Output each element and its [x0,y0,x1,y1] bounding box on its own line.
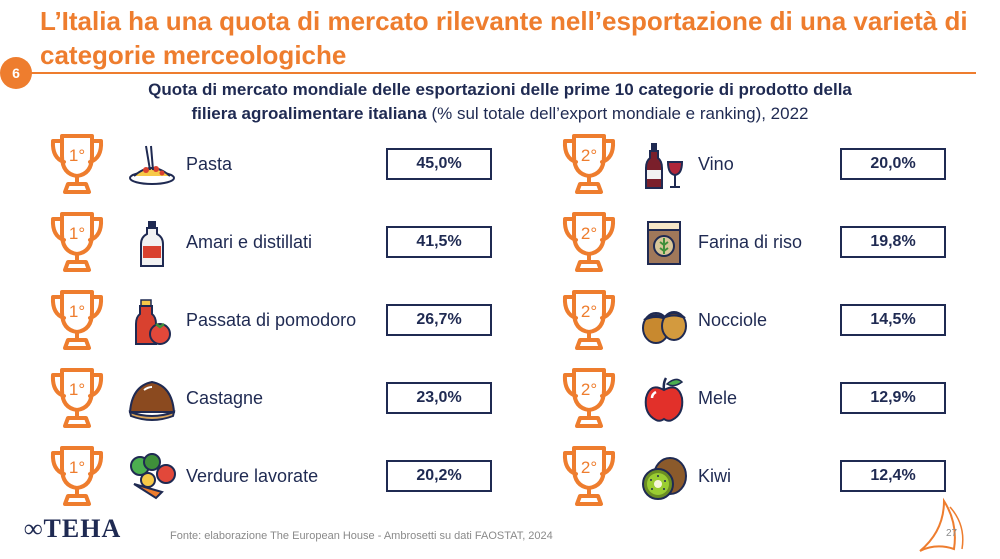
kiwi-icon [642,457,687,500]
product-label: Kiwi [698,466,732,486]
list-item-kiwi: 2° Kiwi 12,4% [560,444,960,514]
list-item-passata: 1° Passata di pomodoro 26,7% [48,288,508,358]
tomato-sauce-icon [135,299,171,345]
rank-label: 2° [581,380,597,399]
logo-text: TEHA [43,514,122,543]
product-label: Mele [698,388,738,408]
chestnut-icon [128,380,176,421]
logo-mark-icon: ∞ [24,514,44,543]
rank-label: 1° [69,224,85,243]
rice-flour-sack-icon [647,221,681,265]
list-item-castagne: 1° Castagne 23,0% [48,366,508,436]
rank-label: 1° [69,302,85,321]
trophy-icon: 1° [48,210,106,276]
vegetables-icon [130,453,176,500]
list-item-pasta: 1° Pasta 45,0% [48,132,508,202]
value-box: 26,7% [386,304,492,336]
list-item-mele: 2° Mele 12,9% [560,366,960,436]
trophy-icon: 2° [560,366,618,432]
list-item-verdure: 1° Verdure lavorate 20,2% [48,444,508,514]
source-note: Fonte: elaborazione The European House -… [170,530,553,542]
trophy-icon: 2° [560,444,618,510]
product-label: Amari e distillati [186,232,313,252]
product-label: Castagne [186,388,264,408]
trophy-icon: 2° [560,210,618,276]
trophy-icon: 2° [560,288,618,354]
list-item-amari: 1° Amari e distillati 41,5% [48,210,508,280]
list-item-vino: 2° Vino 20,0% [560,132,960,202]
value-box: 19,8% [840,226,946,258]
value-box: 20,2% [386,460,492,492]
trophy-icon: 1° [48,132,106,198]
rank-label: 1° [69,146,85,165]
trophy-icon: 2° [560,132,618,198]
product-label: Nocciole [698,310,768,330]
product-label: Farina di riso [698,232,803,252]
list-item-nocciole: 2° Nocciole 14,5% [560,288,960,358]
title-divider [14,72,976,74]
value-box: 12,9% [840,382,946,414]
hazelnut-icon [642,311,687,344]
chart-subtitle: Quota di mercato mondiale delle esportaz… [60,78,940,126]
trophy-icon: 1° [48,444,106,510]
product-label: Vino [698,154,734,174]
page-number: 27 [946,528,958,539]
value-box: 12,4% [840,460,946,492]
product-label: Pasta [186,154,233,174]
wine-icon [645,143,684,189]
rank-label: 1° [69,380,85,399]
product-label: Passata di pomodoro [186,310,357,330]
subtitle-bold-line1: Quota di mercato mondiale delle esportaz… [148,80,852,99]
value-box: 45,0% [386,148,492,180]
liquor-bottle-icon [140,221,164,267]
page-title: L’Italia ha una quota di mercato rilevan… [40,6,968,70]
product-label: Verdure lavorate [186,466,319,486]
trophy-icon: 1° [48,288,106,354]
rank-label: 2° [581,224,597,243]
rank-label: 2° [581,458,597,477]
rank-label: 2° [581,146,597,165]
rank-label: 1° [69,458,85,477]
value-box: 41,5% [386,226,492,258]
value-box: 14,5% [840,304,946,336]
teha-logo: ∞TEHA [24,514,121,544]
subtitle-rest: (% sul totale dell’export mondiale e ran… [426,104,809,123]
subtitle-bold-line2: filiera agroalimentare italiana [191,104,427,123]
rank-label: 2° [581,302,597,321]
trophy-icon: 1° [48,366,106,432]
value-box: 20,0% [840,148,946,180]
apple-icon [644,377,684,422]
section-number-badge: 6 [0,57,32,89]
value-box: 23,0% [386,382,492,414]
sail-logo-icon [919,497,964,552]
list-item-farina-di-riso: 2° Farina di riso 19,8% [560,210,960,280]
pasta-icon [129,145,175,185]
